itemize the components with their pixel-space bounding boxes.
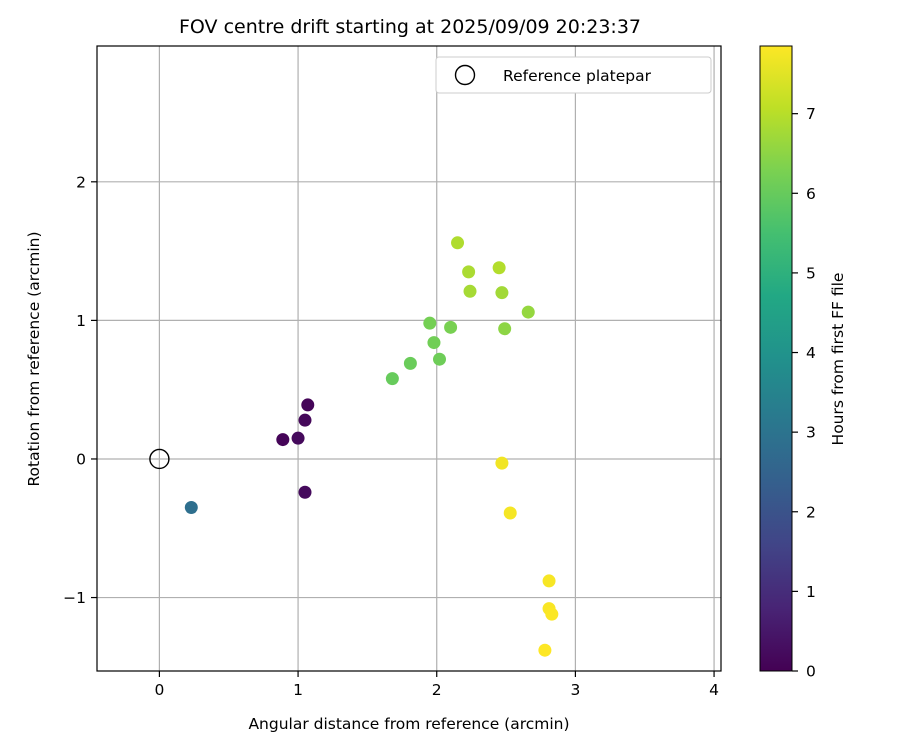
x-tick-label: 4 — [709, 681, 719, 699]
data-point — [498, 322, 512, 336]
legend-marker-icon — [454, 64, 476, 86]
data-point — [463, 284, 477, 298]
y-tick-label: 1 — [76, 312, 86, 330]
reference-platepar-marker — [149, 448, 170, 470]
colorbar-tick-label: 3 — [806, 424, 816, 442]
data-point — [521, 305, 535, 319]
data-point — [301, 398, 315, 412]
legend-box — [435, 56, 712, 94]
y-tick-label: 2 — [76, 173, 86, 191]
legend: Reference platepar — [435, 56, 712, 94]
data-point — [538, 643, 552, 657]
data-point — [291, 431, 305, 445]
grid — [97, 46, 721, 671]
colorbar-tick-label: 5 — [806, 264, 816, 282]
x-tick-label: 2 — [432, 681, 442, 699]
data-point — [298, 413, 312, 427]
data-point — [444, 320, 458, 334]
y-axis-label: Rotation from reference (arcmin) — [25, 231, 43, 486]
x-tick-label: 3 — [570, 681, 580, 699]
x-tick-label: 1 — [293, 681, 303, 699]
data-point — [451, 236, 465, 250]
y-tick-label: 0 — [76, 450, 86, 468]
data-point — [495, 456, 509, 470]
colorbar-tick-label: 1 — [806, 583, 816, 601]
colorbar-gradient — [759, 45, 793, 672]
colorbar-tick-label: 2 — [806, 503, 816, 521]
data-point — [433, 352, 447, 366]
data-point — [423, 316, 437, 330]
data-point — [542, 574, 556, 588]
colorbar: 0 1 2 3 4 5 6 7 Hours from first FF file — [759, 45, 847, 681]
legend-label: Reference platepar — [503, 67, 652, 85]
colorbar-tick-label: 7 — [806, 105, 816, 123]
colorbar-tick-label: 6 — [806, 185, 816, 203]
data-point — [545, 607, 559, 621]
data-point — [385, 372, 399, 386]
data-point — [403, 356, 417, 370]
data-point — [462, 265, 476, 279]
data-point — [276, 433, 290, 447]
x-tick-label: 0 — [154, 681, 164, 699]
colorbar-tick-label: 0 — [806, 663, 816, 681]
data-point — [492, 261, 506, 275]
chart-title: FOV centre drift starting at 2025/09/09 … — [179, 16, 641, 38]
plot-area-frame — [96, 45, 722, 672]
colorbar-ticks: 0 1 2 3 4 5 6 7 — [792, 105, 816, 681]
colorbar-label: Hours from first FF file — [829, 273, 847, 446]
data-point — [495, 286, 509, 300]
colorbar-tick-label: 4 — [806, 344, 816, 362]
reference-marker-group — [149, 448, 170, 470]
data-point — [503, 506, 517, 520]
y-tick-label: −1 — [63, 589, 86, 607]
data-point — [298, 485, 312, 499]
x-axis-label: Angular distance from reference (arcmin) — [248, 715, 569, 733]
data-points — [184, 236, 559, 657]
y-axis-ticks: −1 0 1 2 — [63, 173, 97, 607]
data-point — [184, 500, 198, 514]
data-point — [427, 336, 441, 350]
x-axis-ticks: 0 1 2 3 4 — [154, 671, 719, 699]
